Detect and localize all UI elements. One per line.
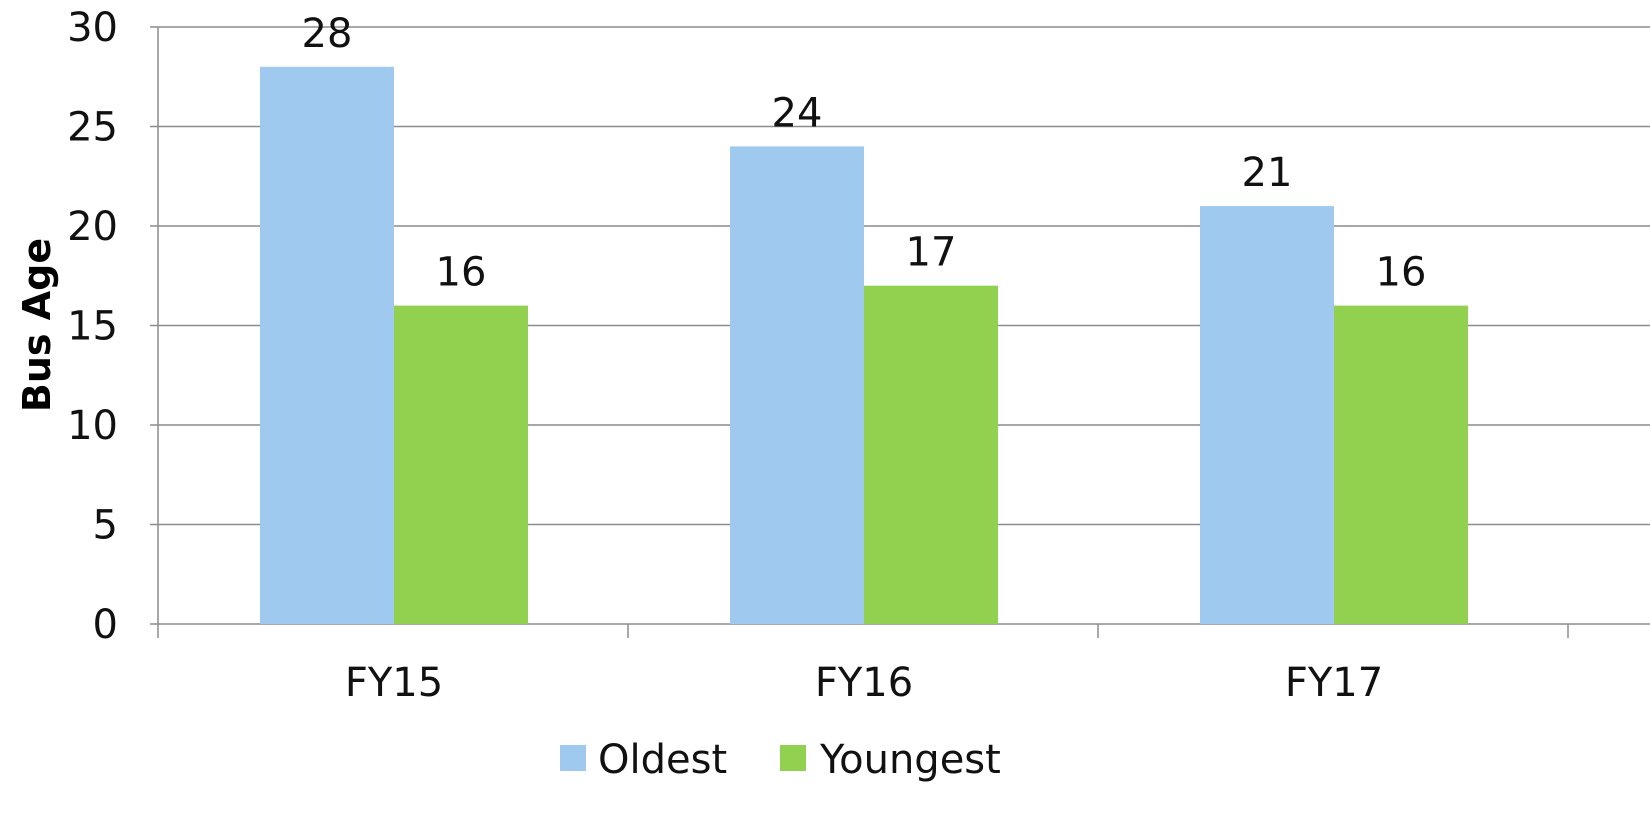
y-tick-label: 30 [67, 5, 118, 51]
x-category-labels: FY15 FY16 FY17 [345, 660, 1383, 706]
y-tick-label: 10 [67, 403, 118, 449]
y-axis-label: Bus Age [15, 238, 59, 412]
data-labels: 28 16 24 17 21 16 [302, 11, 1427, 296]
y-tick-label: 0 [93, 602, 118, 648]
data-label: 21 [1242, 150, 1293, 196]
data-label: 28 [302, 11, 353, 57]
y-tick-label: 20 [67, 204, 118, 250]
y-tick-label: 25 [67, 105, 118, 151]
legend-label-youngest: Youngest [819, 737, 1001, 783]
bar-oldest-fy15 [260, 66, 394, 625]
data-label: 24 [772, 90, 823, 136]
x-category-label: FY15 [345, 660, 443, 706]
y-tick-label: 15 [67, 304, 118, 350]
bar-youngest-fy17 [1334, 305, 1468, 624]
bars [260, 66, 1468, 625]
x-category-label: FY16 [815, 660, 913, 706]
data-label: 16 [1376, 250, 1427, 296]
data-label: 16 [436, 250, 487, 296]
legend-label-oldest: Oldest [598, 737, 727, 783]
legend-swatch-youngest [780, 745, 806, 771]
y-tick-label: 5 [93, 503, 118, 549]
y-tick-labels: 0 5 10 15 20 25 30 [67, 5, 118, 648]
legend-swatch-oldest [560, 745, 586, 771]
bar-youngest-fy16 [864, 285, 998, 624]
bar-oldest-fy16 [730, 146, 864, 624]
bar-youngest-fy15 [394, 305, 528, 624]
bar-oldest-fy17 [1200, 206, 1334, 624]
legend: Oldest Youngest [560, 737, 1001, 783]
x-category-label: FY17 [1285, 660, 1383, 706]
data-label: 17 [906, 230, 957, 276]
